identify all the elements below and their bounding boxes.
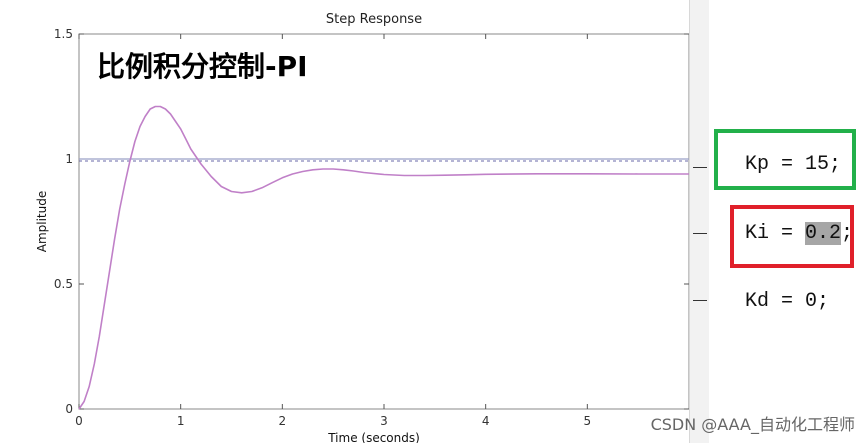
- line-marker: [693, 300, 707, 301]
- x-tick-label: 5: [584, 414, 592, 428]
- x-tick-label: 3: [380, 414, 388, 428]
- x-tick-label: 2: [279, 414, 287, 428]
- y-tick-label: 1.5: [54, 27, 73, 41]
- line-marker: [693, 167, 707, 168]
- code-panel: [709, 0, 865, 443]
- x-tick-label: 4: [482, 414, 490, 428]
- code-line-kd[interactable]: Kd = 0;: [745, 290, 829, 313]
- code-kp-prefix: Kp =: [745, 153, 806, 176]
- kp-highlight-box: [714, 129, 856, 190]
- x-axis-title: Time (seconds): [327, 431, 420, 443]
- x-tick-label: 0: [75, 414, 83, 428]
- x-tick-label: 1: [177, 414, 185, 428]
- plot-area: [78, 33, 689, 410]
- scrollbar-gutter[interactable]: [689, 0, 710, 443]
- y-tick-label: 0: [65, 402, 73, 416]
- code-kp-suffix: ;: [829, 153, 842, 176]
- step-response-chart: 0 0.5 1 1.5 0 1 2 3 4 5 Step Response Time (seconds…: [35, 12, 689, 443]
- ki-highlight-box: [730, 205, 854, 268]
- code-line-ki[interactable]: Ki = 0.2;: [745, 222, 853, 245]
- chart-title: Step Response: [326, 12, 422, 27]
- code-kd-value: 0: [805, 290, 818, 313]
- y-axis-title: Amplitude: [35, 191, 49, 253]
- response-line: [78, 105, 689, 410]
- code-kd-suffix: ;: [817, 290, 830, 313]
- code-kp-value: 15: [805, 153, 830, 176]
- code-ki-prefix: Ki =: [745, 222, 806, 245]
- code-ki-suffix: ;: [841, 222, 854, 245]
- y-tick-label: 1: [65, 152, 73, 166]
- code-line-kp[interactable]: Kp = 15;: [745, 153, 841, 176]
- code-kd-prefix: Kd =: [745, 290, 806, 313]
- line-marker: [693, 233, 707, 234]
- y-tick-label: 0.5: [54, 277, 73, 291]
- overlay-title: 比例积分控制-PI: [97, 50, 308, 83]
- watermark: CSDN @AAA_自动化工程师: [650, 415, 855, 434]
- code-ki-value-selected[interactable]: 0.2: [805, 222, 842, 245]
